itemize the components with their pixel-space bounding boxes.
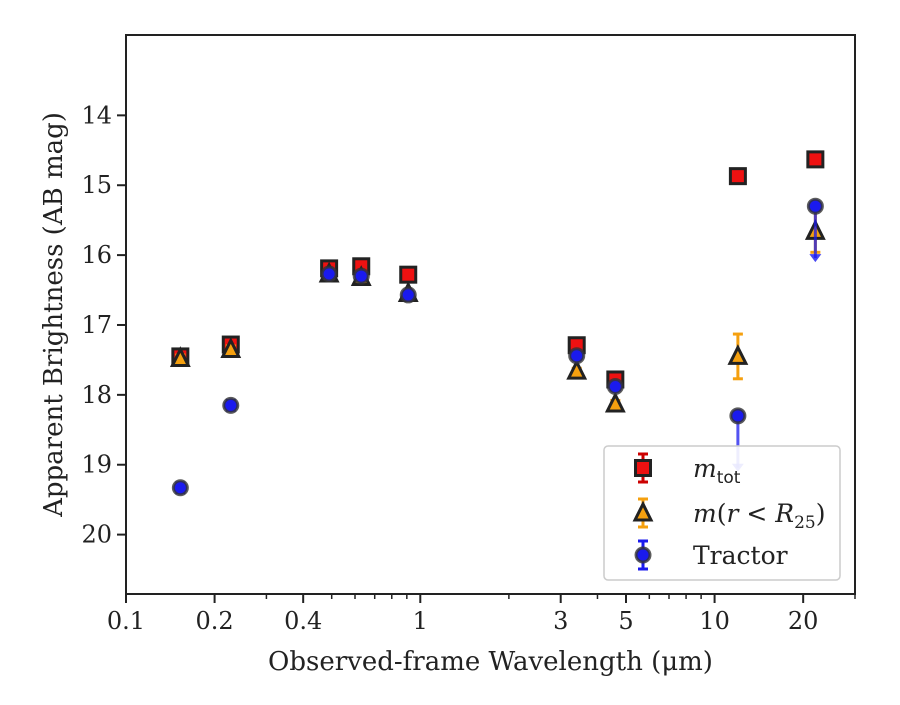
x-tick-label: 0.1 bbox=[107, 607, 145, 635]
plot-frame bbox=[125, 34, 856, 595]
triangle-marker bbox=[566, 358, 588, 380]
x-tick-label: 10 bbox=[699, 607, 730, 635]
x-axis-label: Observed-frame Wavelength (μm) bbox=[268, 647, 713, 677]
data-layer bbox=[169, 150, 826, 497]
y-axis-label: Apparent Brightness (AB mag) bbox=[39, 112, 69, 518]
data-point bbox=[352, 267, 370, 285]
legend-entry: mtot bbox=[634, 452, 741, 488]
circle-marker bbox=[399, 286, 417, 304]
data-point bbox=[727, 332, 749, 381]
data-point bbox=[728, 167, 747, 186]
data-point bbox=[806, 150, 825, 169]
circle-marker bbox=[222, 396, 240, 414]
legend-entry: Tractor bbox=[634, 539, 788, 571]
data-point bbox=[566, 358, 588, 380]
legend-square-marker bbox=[634, 459, 652, 477]
legend: mtot m(r < R25) Tractor bbox=[603, 445, 841, 581]
upper-limit-arrowhead bbox=[809, 254, 822, 263]
data-point bbox=[568, 347, 586, 365]
axes: 0.1 0.2 0.4 1 3 5 10 20 14 15 16 17 18 19 20 bbox=[81, 101, 856, 635]
triangle-marker bbox=[727, 344, 749, 365]
data-point bbox=[220, 337, 242, 358]
legend-label: m(r < R25) bbox=[693, 499, 826, 533]
data-point bbox=[399, 286, 417, 304]
series-square bbox=[171, 150, 825, 389]
y-tick-label: 15 bbox=[81, 171, 112, 199]
square-marker bbox=[728, 167, 747, 186]
legend-label: Tractor bbox=[693, 541, 788, 570]
circle-marker bbox=[806, 197, 824, 215]
circle-marker bbox=[171, 479, 189, 497]
y-tick-label: 17 bbox=[81, 311, 112, 339]
x-tick-label: 1 bbox=[413, 607, 428, 635]
square-marker bbox=[806, 150, 825, 169]
y-tick-label: 18 bbox=[81, 381, 112, 409]
triangle-marker bbox=[220, 337, 242, 358]
circle-marker bbox=[320, 265, 338, 283]
series-triangle bbox=[169, 208, 826, 413]
data-point bbox=[399, 265, 418, 284]
data-point bbox=[604, 391, 626, 413]
square-marker bbox=[399, 265, 418, 284]
x-tick-label: 0.2 bbox=[196, 607, 234, 635]
y-tick-label: 20 bbox=[81, 521, 112, 549]
data-point bbox=[171, 479, 189, 497]
triangle-marker bbox=[169, 346, 191, 368]
x-tick-label: 20 bbox=[788, 607, 819, 635]
circle-marker bbox=[352, 267, 370, 285]
data-point bbox=[806, 197, 824, 263]
y-tick-label: 16 bbox=[81, 241, 112, 269]
data-point bbox=[320, 265, 338, 283]
legend-box bbox=[603, 445, 841, 581]
y-tick-label: 19 bbox=[81, 451, 112, 479]
data-point bbox=[606, 377, 624, 395]
x-tick-label: 5 bbox=[618, 607, 633, 635]
data-point bbox=[222, 396, 240, 414]
circle-marker bbox=[606, 377, 624, 395]
legend-label: mtot bbox=[693, 454, 741, 488]
legend-triangle-marker bbox=[632, 500, 654, 522]
circle-marker bbox=[568, 347, 586, 365]
data-point bbox=[169, 346, 191, 368]
x-tick-label: 3 bbox=[553, 607, 568, 635]
circle-marker bbox=[729, 407, 747, 425]
x-tick-label: 0.4 bbox=[284, 607, 322, 635]
legend-entry: m(r < R25) bbox=[632, 497, 826, 533]
triangle-marker bbox=[604, 391, 626, 413]
y-tick-label: 14 bbox=[81, 101, 112, 129]
legend-circle-marker bbox=[634, 546, 652, 564]
